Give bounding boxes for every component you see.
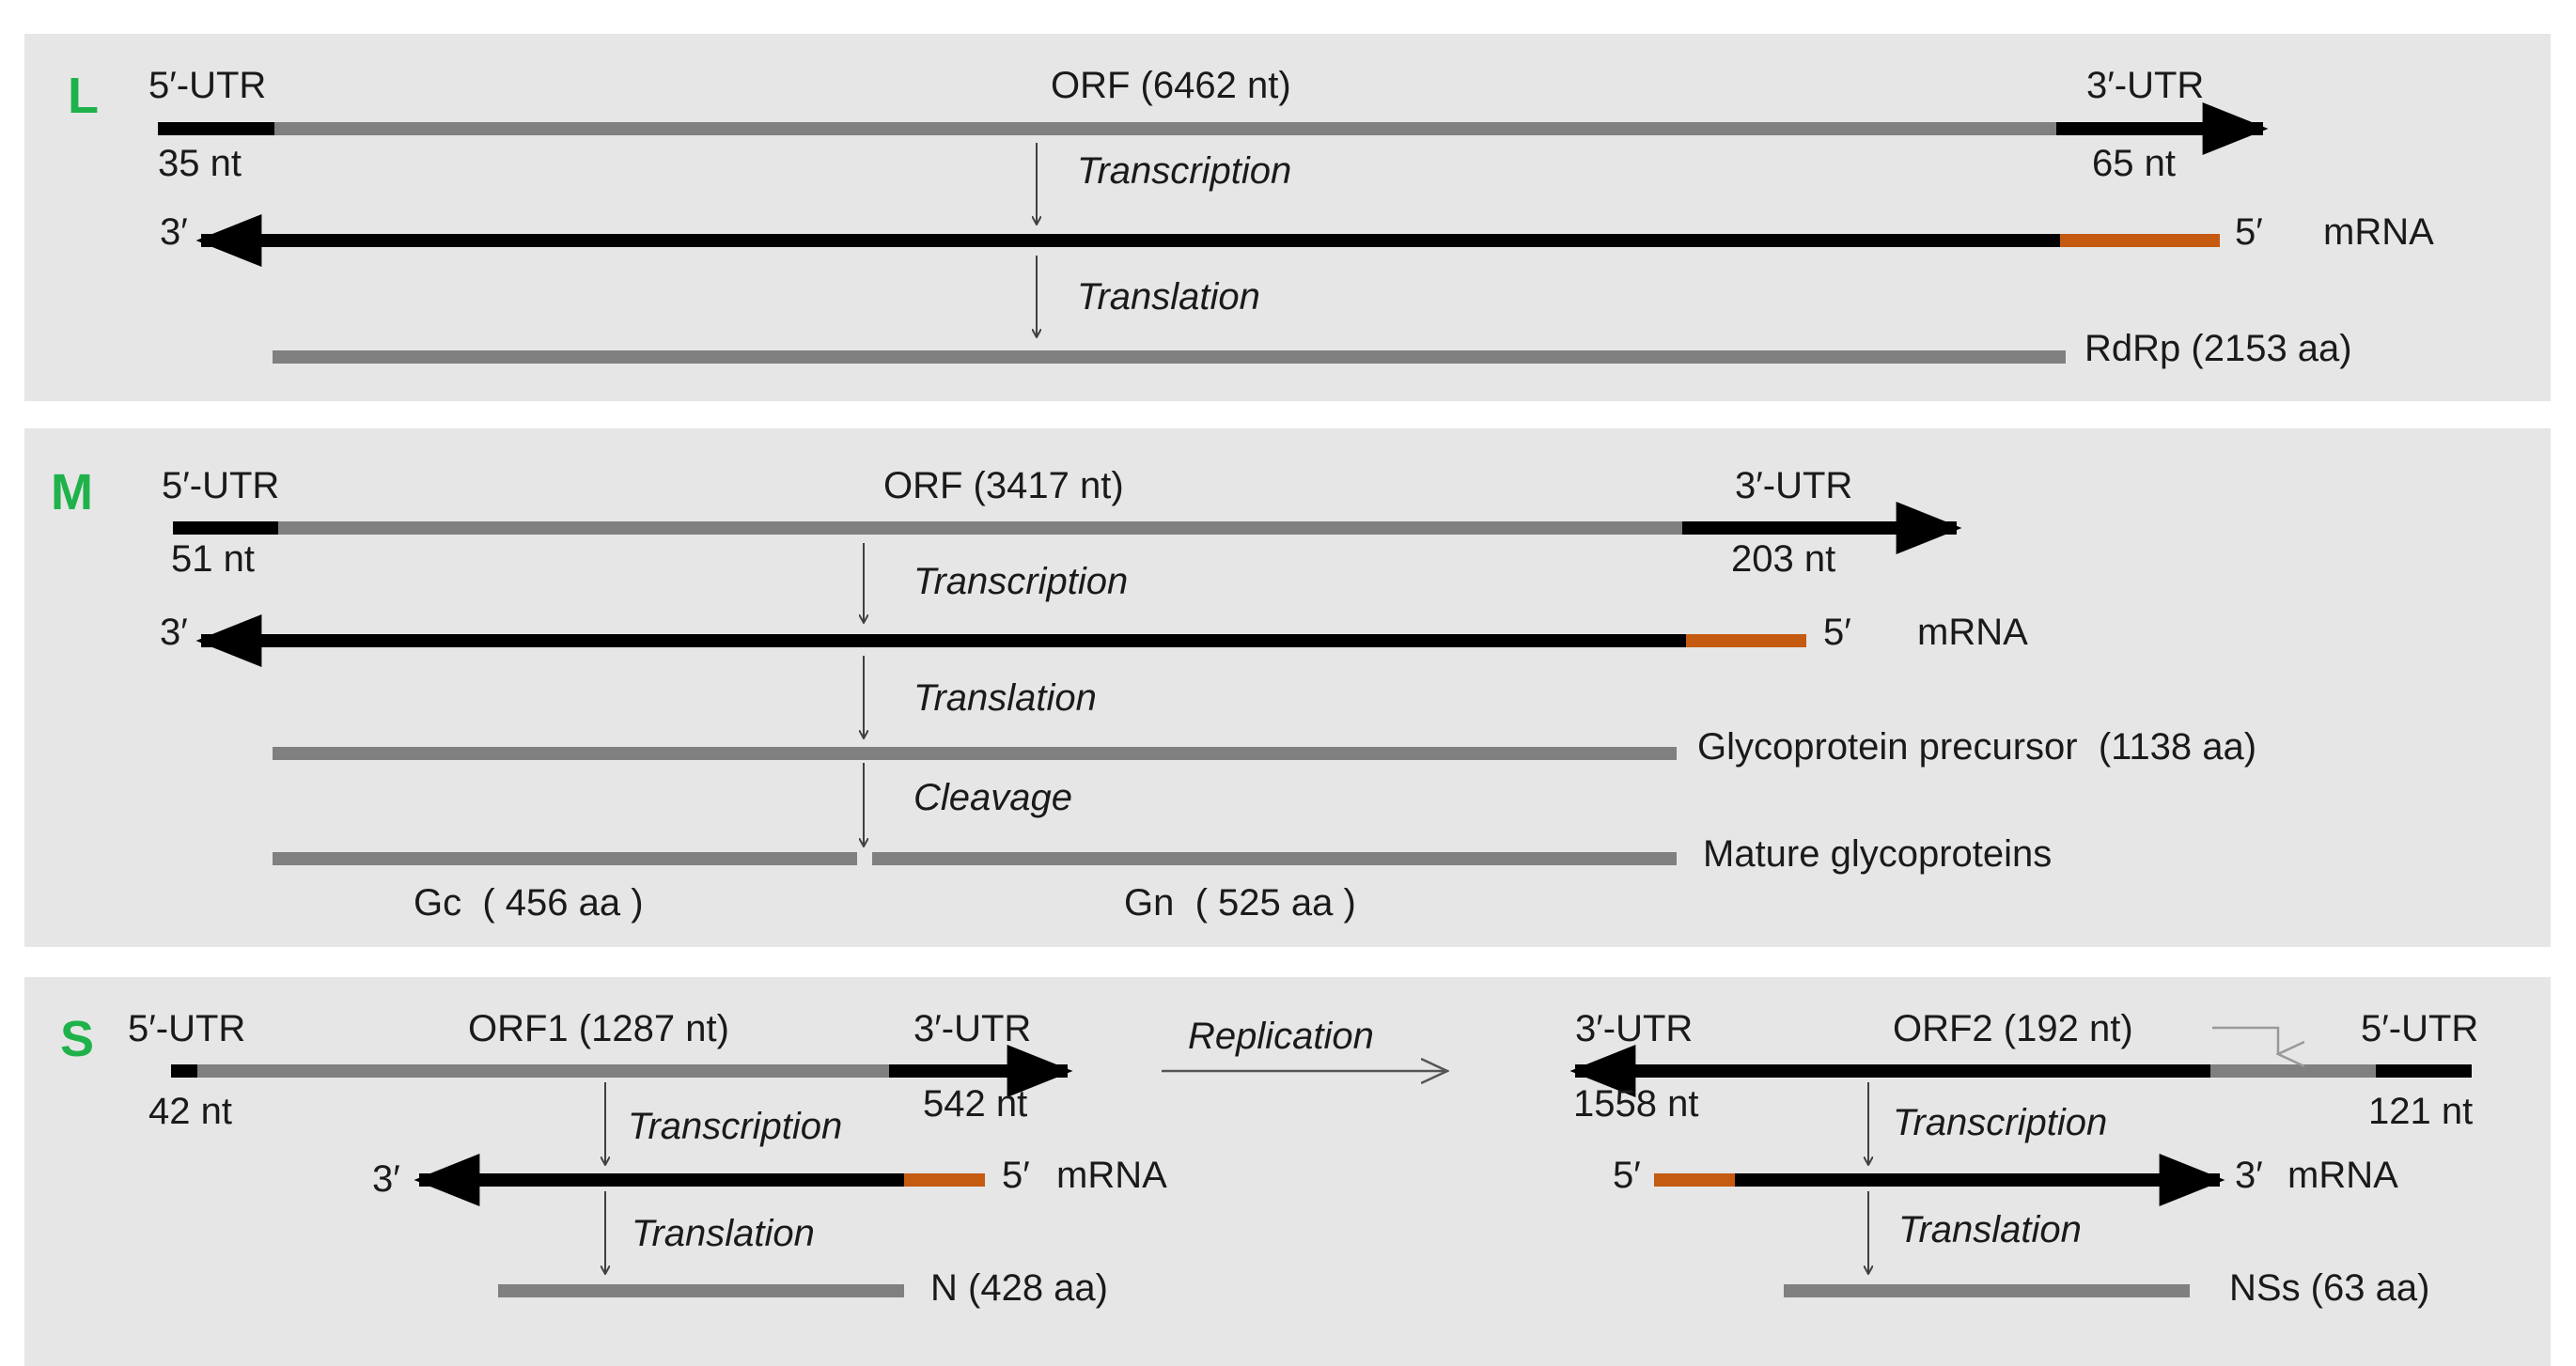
S-r-utr5-length: 121 nt (2368, 1091, 2473, 1132)
S-mrna-label: mRNA (1056, 1155, 1167, 1196)
panel-M: M 5′-UTR ORF (3417 nt) 3′-UTR 51 nt 203 … (24, 428, 2551, 947)
L-mrna-label: mRNA (2323, 211, 2434, 253)
L-translation-label: Translation (1077, 276, 1260, 318)
M-gc-label: Gc ( 456 aa ) (414, 882, 644, 924)
S-r-mrna-label: mRNA (2287, 1155, 2398, 1196)
S-orf1-label: ORF1 (1287 nt) (468, 1008, 729, 1049)
panel-M-background (24, 428, 2551, 947)
L-protein-label: RdRp (2153 aa) (2084, 328, 2352, 369)
segment-label-S: S (60, 1011, 94, 1067)
M-gn-label: Gn ( 525 aa ) (1124, 882, 1356, 924)
segment-label-L: L (68, 68, 99, 124)
panel-L: L 5′-UTR ORF (6462 nt) 3′-UTR 35 nt 65 n… (24, 34, 2551, 401)
M-mrna-3-end: 3′ (160, 612, 188, 653)
panel-L-background (24, 34, 2551, 401)
S-mrna-3-end: 3′ (372, 1158, 400, 1200)
L-orf-label: ORF (6462 nt) (1051, 65, 1291, 106)
M-transcription-label: Transcription (913, 561, 1128, 602)
L-utr5-length: 35 nt (158, 143, 242, 184)
S-n-protein-label: N (428 aa) (930, 1267, 1108, 1309)
S-utr5-label: 5′-UTR (128, 1008, 245, 1049)
M-mrna-label: mRNA (1917, 612, 2028, 653)
M-utr5-length: 51 nt (171, 538, 255, 580)
S-utr3-length: 542 nt (923, 1083, 1027, 1125)
L-utr3-label: 3′-UTR (2086, 65, 2204, 106)
M-mature-label: Mature glycoproteins (1703, 833, 2052, 875)
M-utr3-length: 203 nt (1731, 538, 1835, 580)
M-utr5-label: 5′-UTR (162, 465, 279, 506)
S-orf2-label: ORF2 (192 nt) (1893, 1008, 2133, 1049)
M-mrna-5-end: 5′ (1823, 612, 1851, 653)
S-r-utr3-label: 3′-UTR (1575, 1008, 1693, 1049)
S-r-mrna-5-end: 5′ (1613, 1155, 1641, 1196)
M-utr3-label: 3′-UTR (1735, 465, 1852, 506)
M-orf-label: ORF (3417 nt) (883, 465, 1124, 506)
S-r-utr5-label: 5′-UTR (2361, 1008, 2478, 1049)
panel-S: S 5′-UTR ORF1 (1287 nt) 3′-UTR 42 nt 542… (24, 977, 2551, 1366)
S-transcription-label: Transcription (628, 1106, 842, 1147)
L-mrna-5-end: 5′ (2235, 211, 2263, 253)
S-r-mrna-3-end: 3′ (2235, 1155, 2263, 1196)
segment-label-M: M (51, 464, 93, 520)
S-r-translation-label: Translation (1898, 1209, 2082, 1250)
S-utr3-label: 3′-UTR (913, 1008, 1031, 1049)
S-utr5-length: 42 nt (148, 1091, 232, 1132)
S-replication-label: Replication (1188, 1016, 1374, 1057)
M-precursor-label: Glycoprotein precursor (1138 aa) (1697, 726, 2256, 768)
M-cleavage-label: Cleavage (913, 777, 1072, 818)
S-mrna-5-end: 5′ (1002, 1155, 1030, 1196)
S-r-transcription-label: Transcription (1893, 1102, 2107, 1143)
S-orf2-start-indicator (2212, 1026, 2278, 1054)
M-translation-label: Translation (913, 677, 1097, 719)
L-transcription-label: Transcription (1077, 150, 1291, 192)
S-r-utr3-length: 1558 nt (1573, 1083, 1698, 1125)
S-translation-label: Translation (632, 1213, 815, 1254)
S-nss-protein-label: NSs (63 aa) (2229, 1267, 2429, 1309)
L-mrna-3-end: 3′ (160, 211, 188, 253)
L-utr3-length: 65 nt (2092, 143, 2176, 184)
L-utr5-label: 5′-UTR (148, 65, 266, 106)
